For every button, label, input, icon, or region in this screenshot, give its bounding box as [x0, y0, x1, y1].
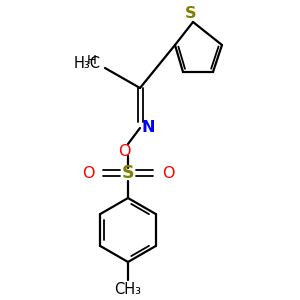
Text: S: S [122, 164, 134, 182]
Text: O: O [118, 145, 130, 160]
Text: CH₃: CH₃ [115, 283, 142, 298]
Text: H: H [87, 55, 97, 68]
Text: S: S [185, 7, 197, 22]
Text: H₃C: H₃C [74, 56, 101, 71]
Text: N: N [141, 119, 155, 134]
Text: O: O [162, 166, 174, 181]
Text: O: O [82, 166, 94, 181]
